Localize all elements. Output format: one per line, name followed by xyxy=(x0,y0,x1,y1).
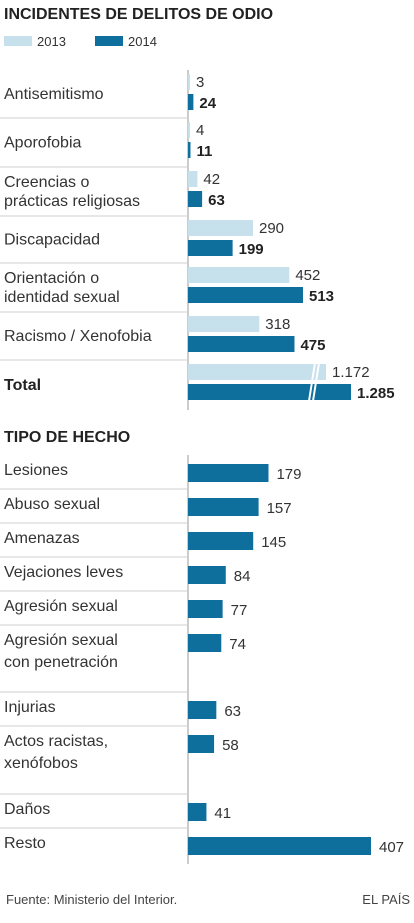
bar-2014 xyxy=(188,384,351,400)
data-label: 84 xyxy=(234,568,251,585)
data-label-2014: 199 xyxy=(239,241,264,258)
data-label: 77 xyxy=(231,602,248,619)
bar-2013 xyxy=(188,122,190,138)
category-label: Vejaciones leves xyxy=(4,564,123,581)
axis-break-mark xyxy=(308,362,316,402)
data-label-2014: 475 xyxy=(300,337,325,354)
category-label: xenófobos xyxy=(4,755,78,772)
data-label-2013: 42 xyxy=(203,171,220,188)
bar-2014 xyxy=(188,735,215,753)
category-label: Total xyxy=(4,377,41,394)
data-label: 407 xyxy=(379,839,404,856)
bar-2013 xyxy=(188,364,326,380)
data-label: 41 xyxy=(214,805,231,822)
category-label: Discapacidad xyxy=(4,232,100,249)
category-label: Resto xyxy=(4,835,46,852)
data-label: 63 xyxy=(224,703,241,720)
chart-title-tipo-de-hecho: TIPO DE HECHO xyxy=(4,429,130,446)
data-label: 157 xyxy=(267,500,292,517)
data-label-2014: 63 xyxy=(208,192,225,209)
legend-swatch-2014 xyxy=(95,36,123,46)
bar-2014 xyxy=(188,837,371,855)
bar-2014 xyxy=(188,287,303,303)
source-note: Fuente: Ministerio del Interior. xyxy=(6,892,177,907)
data-label-2014: 11 xyxy=(196,143,212,160)
chart-title-incidentes: INCIDENTES DE DELITOS DE ODIO xyxy=(4,6,273,23)
data-label-2014: 24 xyxy=(199,95,216,112)
bar-2014 xyxy=(188,142,191,158)
category-label: Orientación o xyxy=(4,270,99,287)
data-label-2013: 3 xyxy=(196,74,204,91)
legend-label-2014: 2014 xyxy=(128,34,157,49)
data-label-2013: 1.172 xyxy=(332,364,370,381)
category-label: Lesiones xyxy=(4,462,68,479)
bar-2014 xyxy=(188,532,254,550)
bar-2013 xyxy=(188,74,190,90)
bar-2014 xyxy=(188,240,233,256)
bar-2013 xyxy=(188,171,198,187)
legend-label-2013: 2013 xyxy=(37,34,66,49)
bar-2014 xyxy=(188,701,217,719)
bar-2014 xyxy=(188,94,194,110)
category-label: Abuso sexual xyxy=(4,496,100,513)
axis-break-mark xyxy=(312,362,320,402)
bar-2014 xyxy=(188,464,269,482)
category-label: prácticas religiosas xyxy=(4,193,140,210)
bar-2014 xyxy=(188,600,223,618)
bar-2014 xyxy=(188,498,259,516)
data-label-2014: 1.285 xyxy=(357,385,395,402)
data-label-2013: 318 xyxy=(265,316,290,333)
data-label-2013: 290 xyxy=(259,220,284,237)
category-label: Daños xyxy=(4,801,50,818)
data-label: 145 xyxy=(261,534,286,551)
category-label: con penetración xyxy=(4,654,118,671)
category-label: Actos racistas, xyxy=(4,733,108,750)
brand-logo: EL PAÍS xyxy=(362,892,410,907)
data-label: 179 xyxy=(276,466,301,483)
category-label: Agresión sexual xyxy=(4,632,118,649)
category-label: identidad sexual xyxy=(4,289,120,306)
data-label-2014: 513 xyxy=(309,288,334,305)
category-label: Aporofobia xyxy=(4,135,81,152)
category-label: Antisemitismo xyxy=(4,86,104,103)
bar-2013 xyxy=(188,220,254,236)
category-label: Creencias o xyxy=(4,174,89,191)
bar-2014 xyxy=(188,803,207,821)
bar-2013 xyxy=(188,316,260,332)
bar-2014 xyxy=(188,566,226,584)
category-label: Racismo / Xenofobia xyxy=(4,328,152,345)
bar-2014 xyxy=(188,191,203,207)
bar-2013 xyxy=(188,267,290,283)
data-label-2013: 4 xyxy=(196,122,204,139)
data-label-2013: 452 xyxy=(295,267,320,284)
category-label: Injurias xyxy=(4,699,56,716)
category-label: Agresión sexual xyxy=(4,598,118,615)
category-label: Amenazas xyxy=(4,530,80,547)
data-label: 58 xyxy=(222,737,239,754)
bar-2014 xyxy=(188,336,295,352)
bar-2014 xyxy=(188,634,222,652)
legend-swatch-2013 xyxy=(4,36,32,46)
data-label: 74 xyxy=(229,636,246,653)
